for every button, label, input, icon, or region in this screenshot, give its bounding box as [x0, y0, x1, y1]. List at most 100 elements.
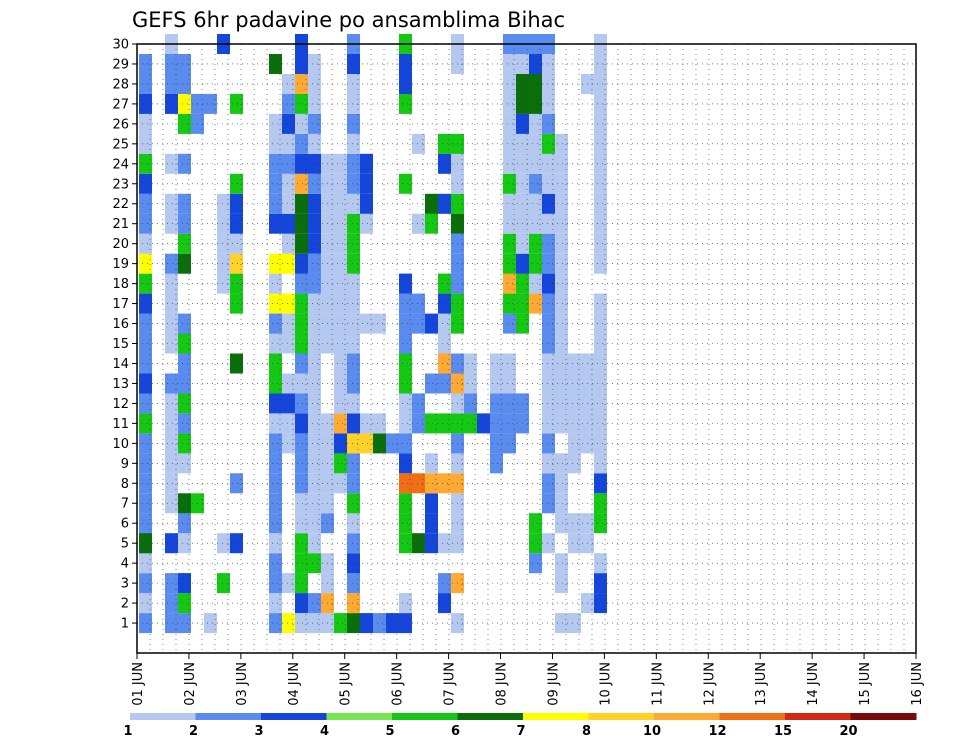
heatmap-cell: [568, 373, 581, 394]
heatmap-cell: [594, 213, 607, 234]
heatmap-cell: [165, 213, 178, 234]
heatmap-cell: [373, 413, 386, 434]
heatmap-cell: [529, 133, 542, 154]
heatmap-cell: [139, 113, 152, 134]
heatmap-cell: [360, 173, 373, 194]
heatmap-cell: [373, 613, 386, 634]
heatmap-cell: [269, 393, 282, 414]
heatmap-cell: [217, 533, 230, 554]
heatmap-cell: [308, 313, 321, 334]
heatmap-cell: [282, 393, 295, 414]
heatmap-cell: [269, 54, 282, 74]
heatmap-cell: [230, 293, 243, 314]
heatmap-cell: [399, 513, 412, 534]
heatmap-cell: [360, 433, 373, 454]
x-tick-label: 03 JUN: [235, 662, 250, 706]
heatmap-cell: [594, 74, 607, 94]
heatmap-cell: [594, 453, 607, 474]
heatmap-cell: [295, 74, 308, 94]
heatmap-cell: [295, 273, 308, 294]
x-tick-label: 14 JUN: [806, 662, 821, 706]
heatmap-cell: [230, 273, 243, 294]
heatmap-cell: [347, 513, 360, 534]
heatmap-cell: [308, 193, 321, 214]
heatmap-cell: [217, 273, 230, 294]
heatmap-cell: [347, 273, 360, 294]
heatmap-cell: [477, 413, 490, 434]
heatmap-cell: [308, 353, 321, 374]
heatmap-cell: [178, 433, 191, 454]
colorbar-swatch: [523, 713, 589, 720]
y-tick-label: 6: [121, 517, 129, 532]
heatmap-cell: [542, 113, 555, 134]
heatmap-cell: [555, 613, 568, 634]
colorbar-swatch: [785, 713, 851, 720]
heatmap-cell: [542, 133, 555, 154]
heatmap-cell: [295, 133, 308, 154]
y-tick-label: 24: [112, 157, 129, 172]
heatmap-cell: [503, 193, 516, 214]
colorbar-swatch: [392, 713, 458, 720]
heatmap-cell: [347, 333, 360, 354]
heatmap-cell: [178, 233, 191, 254]
heatmap-cell: [295, 333, 308, 354]
heatmap-cell: [529, 253, 542, 274]
heatmap-cell: [542, 54, 555, 74]
heatmap-cell: [425, 413, 438, 434]
heatmap-cell: [490, 353, 503, 374]
heatmap-cell: [139, 513, 152, 534]
heatmap-cell: [399, 353, 412, 374]
heatmap-cell: [178, 253, 191, 274]
plot-frame: [136, 43, 917, 654]
y-tick-label: 29: [112, 57, 129, 72]
heatmap-cell: [594, 93, 607, 114]
heatmap-cell: [295, 153, 308, 174]
heatmap-cell: [334, 453, 347, 474]
colorbar-swatch: [195, 713, 262, 720]
heatmap-cell: [399, 533, 412, 554]
heatmap-cell: [282, 74, 295, 94]
heatmap-cell: [295, 233, 308, 254]
x-tick-label: 05 JUN: [339, 662, 354, 706]
heatmap-cell: [139, 273, 152, 294]
heatmap-cell: [542, 273, 555, 294]
heatmap-cell: [555, 193, 568, 214]
y-tick-label: 28: [112, 77, 129, 92]
heatmap-cell: [503, 93, 516, 114]
heatmap-cell: [282, 113, 295, 134]
y-tick-label: 22: [112, 197, 129, 212]
heatmap-cell: [230, 173, 243, 194]
heatmap-cell: [217, 573, 230, 594]
heatmap-cell: [542, 393, 555, 414]
heatmap-cell: [269, 493, 282, 514]
heatmap-cell: [594, 513, 607, 534]
heatmap-cell: [269, 113, 282, 134]
heatmap-cell: [438, 373, 451, 394]
heatmap-cell: [347, 573, 360, 594]
heatmap-cell: [334, 173, 347, 194]
heatmap-cell: [295, 613, 308, 634]
heatmap-cell: [529, 173, 542, 194]
heatmap-cell: [347, 253, 360, 274]
x-tick-label: 13 JUN: [754, 662, 769, 706]
heatmap-cell: [503, 173, 516, 194]
heatmap-cell: [542, 413, 555, 434]
heatmap-cell: [308, 373, 321, 394]
x-tick-label: 11 JUN: [650, 662, 665, 706]
heatmap-cell: [399, 433, 412, 454]
heatmap-cell: [269, 373, 282, 394]
x-axis: 01 JUN 02 JUN 03 JUN 04 JUN 05 JUN 06 JUN 07 J…: [131, 653, 925, 706]
heatmap-cell: [412, 413, 425, 434]
heatmap-cell: [555, 153, 568, 174]
heatmap-cell: [568, 433, 581, 454]
heatmap-cell: [542, 493, 555, 514]
y-tick-label: 13: [112, 377, 129, 392]
heatmap-cell: [269, 153, 282, 174]
heatmap-cell: [503, 373, 516, 394]
heatmap-cell: [347, 193, 360, 214]
heatmap-cell: [425, 213, 438, 234]
heatmap-cell: [542, 533, 555, 554]
heatmap-cell: [503, 413, 516, 434]
heatmap-cell: [308, 273, 321, 294]
